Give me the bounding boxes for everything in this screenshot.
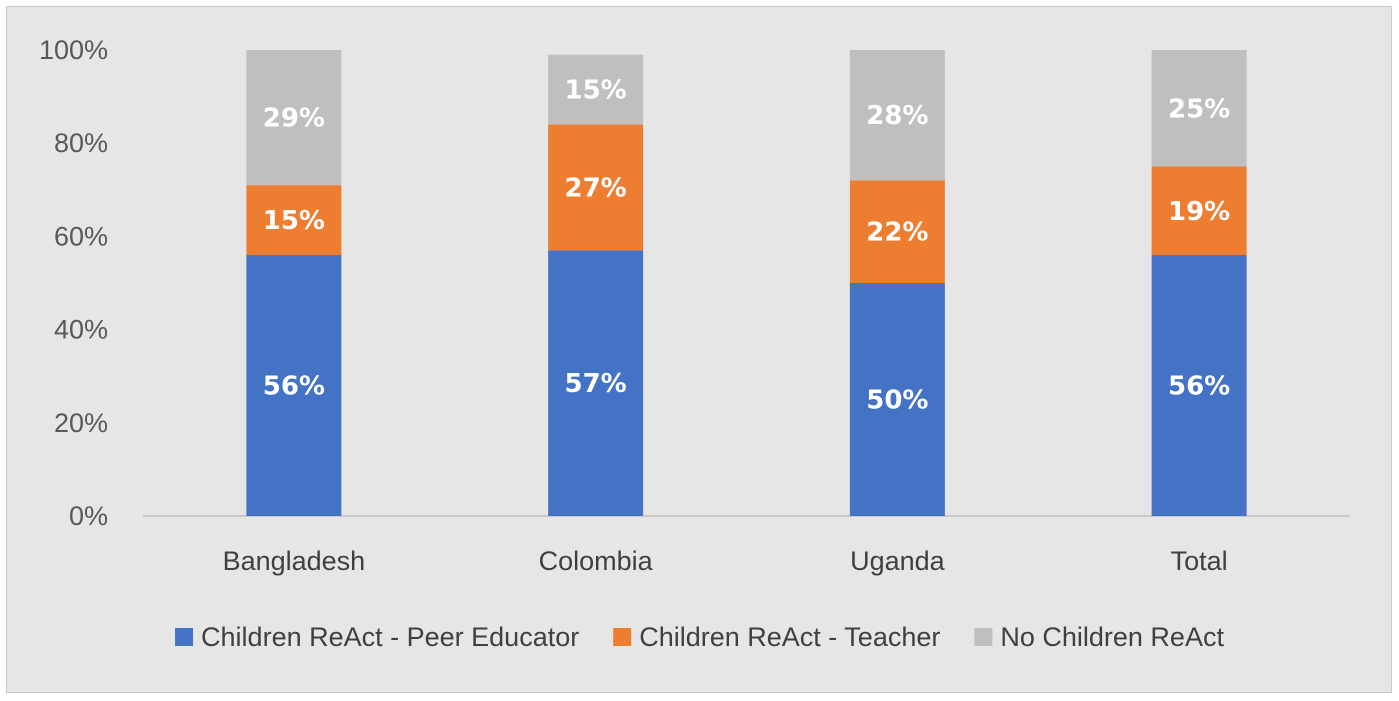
bar-segment	[849, 180, 945, 283]
y-tick-label: 60%	[54, 221, 108, 251]
y-tick-label: 20%	[54, 408, 108, 438]
legend-label: No Children ReAct	[1000, 622, 1224, 652]
y-tick-label: 40%	[54, 315, 108, 345]
legend-label: Children ReAct - Peer Educator	[201, 622, 579, 652]
bar-segment	[849, 50, 945, 181]
bar-segment	[849, 283, 945, 516]
data-label: 25%	[1168, 94, 1230, 124]
data-label: 27%	[565, 173, 627, 203]
data-label: 15%	[565, 76, 627, 106]
bar-segment	[246, 50, 342, 186]
legend-label: Children ReAct - Teacher	[639, 622, 940, 652]
x-tick-label: Colombia	[539, 546, 654, 576]
bar-segment	[548, 250, 644, 516]
legend-item: No Children ReAct	[974, 622, 1224, 652]
data-label: 57%	[565, 369, 627, 399]
x-tick-label: Bangladesh	[223, 546, 366, 576]
x-axis: Bangladesh Colombia Uganda Total	[223, 546, 1228, 576]
y-axis: 0% 20% 40% 60% 80% 100%	[39, 35, 108, 531]
x-tick-label: Uganda	[850, 546, 946, 576]
legend-swatch	[974, 628, 993, 646]
data-label: 56%	[1168, 372, 1230, 402]
data-label: 50%	[866, 386, 928, 416]
legend-swatch	[175, 628, 194, 646]
y-tick-label: 80%	[54, 128, 108, 158]
bar-segment	[1151, 166, 1247, 256]
bar-segment	[548, 54, 644, 125]
legend: Children ReAct - Peer Educator Children R…	[175, 622, 1224, 652]
data-label: 29%	[263, 104, 325, 134]
y-tick-label: 0%	[69, 501, 108, 531]
bar-segment	[246, 185, 342, 256]
data-label: 28%	[866, 101, 928, 131]
bar-segment	[548, 124, 644, 251]
data-label: 22%	[866, 218, 928, 248]
y-tick-label: 100%	[39, 35, 108, 65]
bars: 56% 15% 29% 57% 27% 15% 50% 22% 28% 56% 19% 25%	[246, 50, 1247, 517]
data-label: 56%	[263, 372, 325, 402]
legend-item: Children ReAct - Teacher	[613, 622, 940, 652]
legend-swatch	[613, 628, 632, 646]
data-label: 15%	[263, 206, 325, 236]
bar-segment	[246, 255, 342, 517]
bar-segment	[1151, 50, 1247, 167]
x-tick-label: Total	[1171, 546, 1228, 576]
bar-segment	[1151, 255, 1247, 517]
legend-item: Children ReAct - Peer Educator	[175, 622, 579, 652]
data-label: 19%	[1168, 197, 1230, 227]
